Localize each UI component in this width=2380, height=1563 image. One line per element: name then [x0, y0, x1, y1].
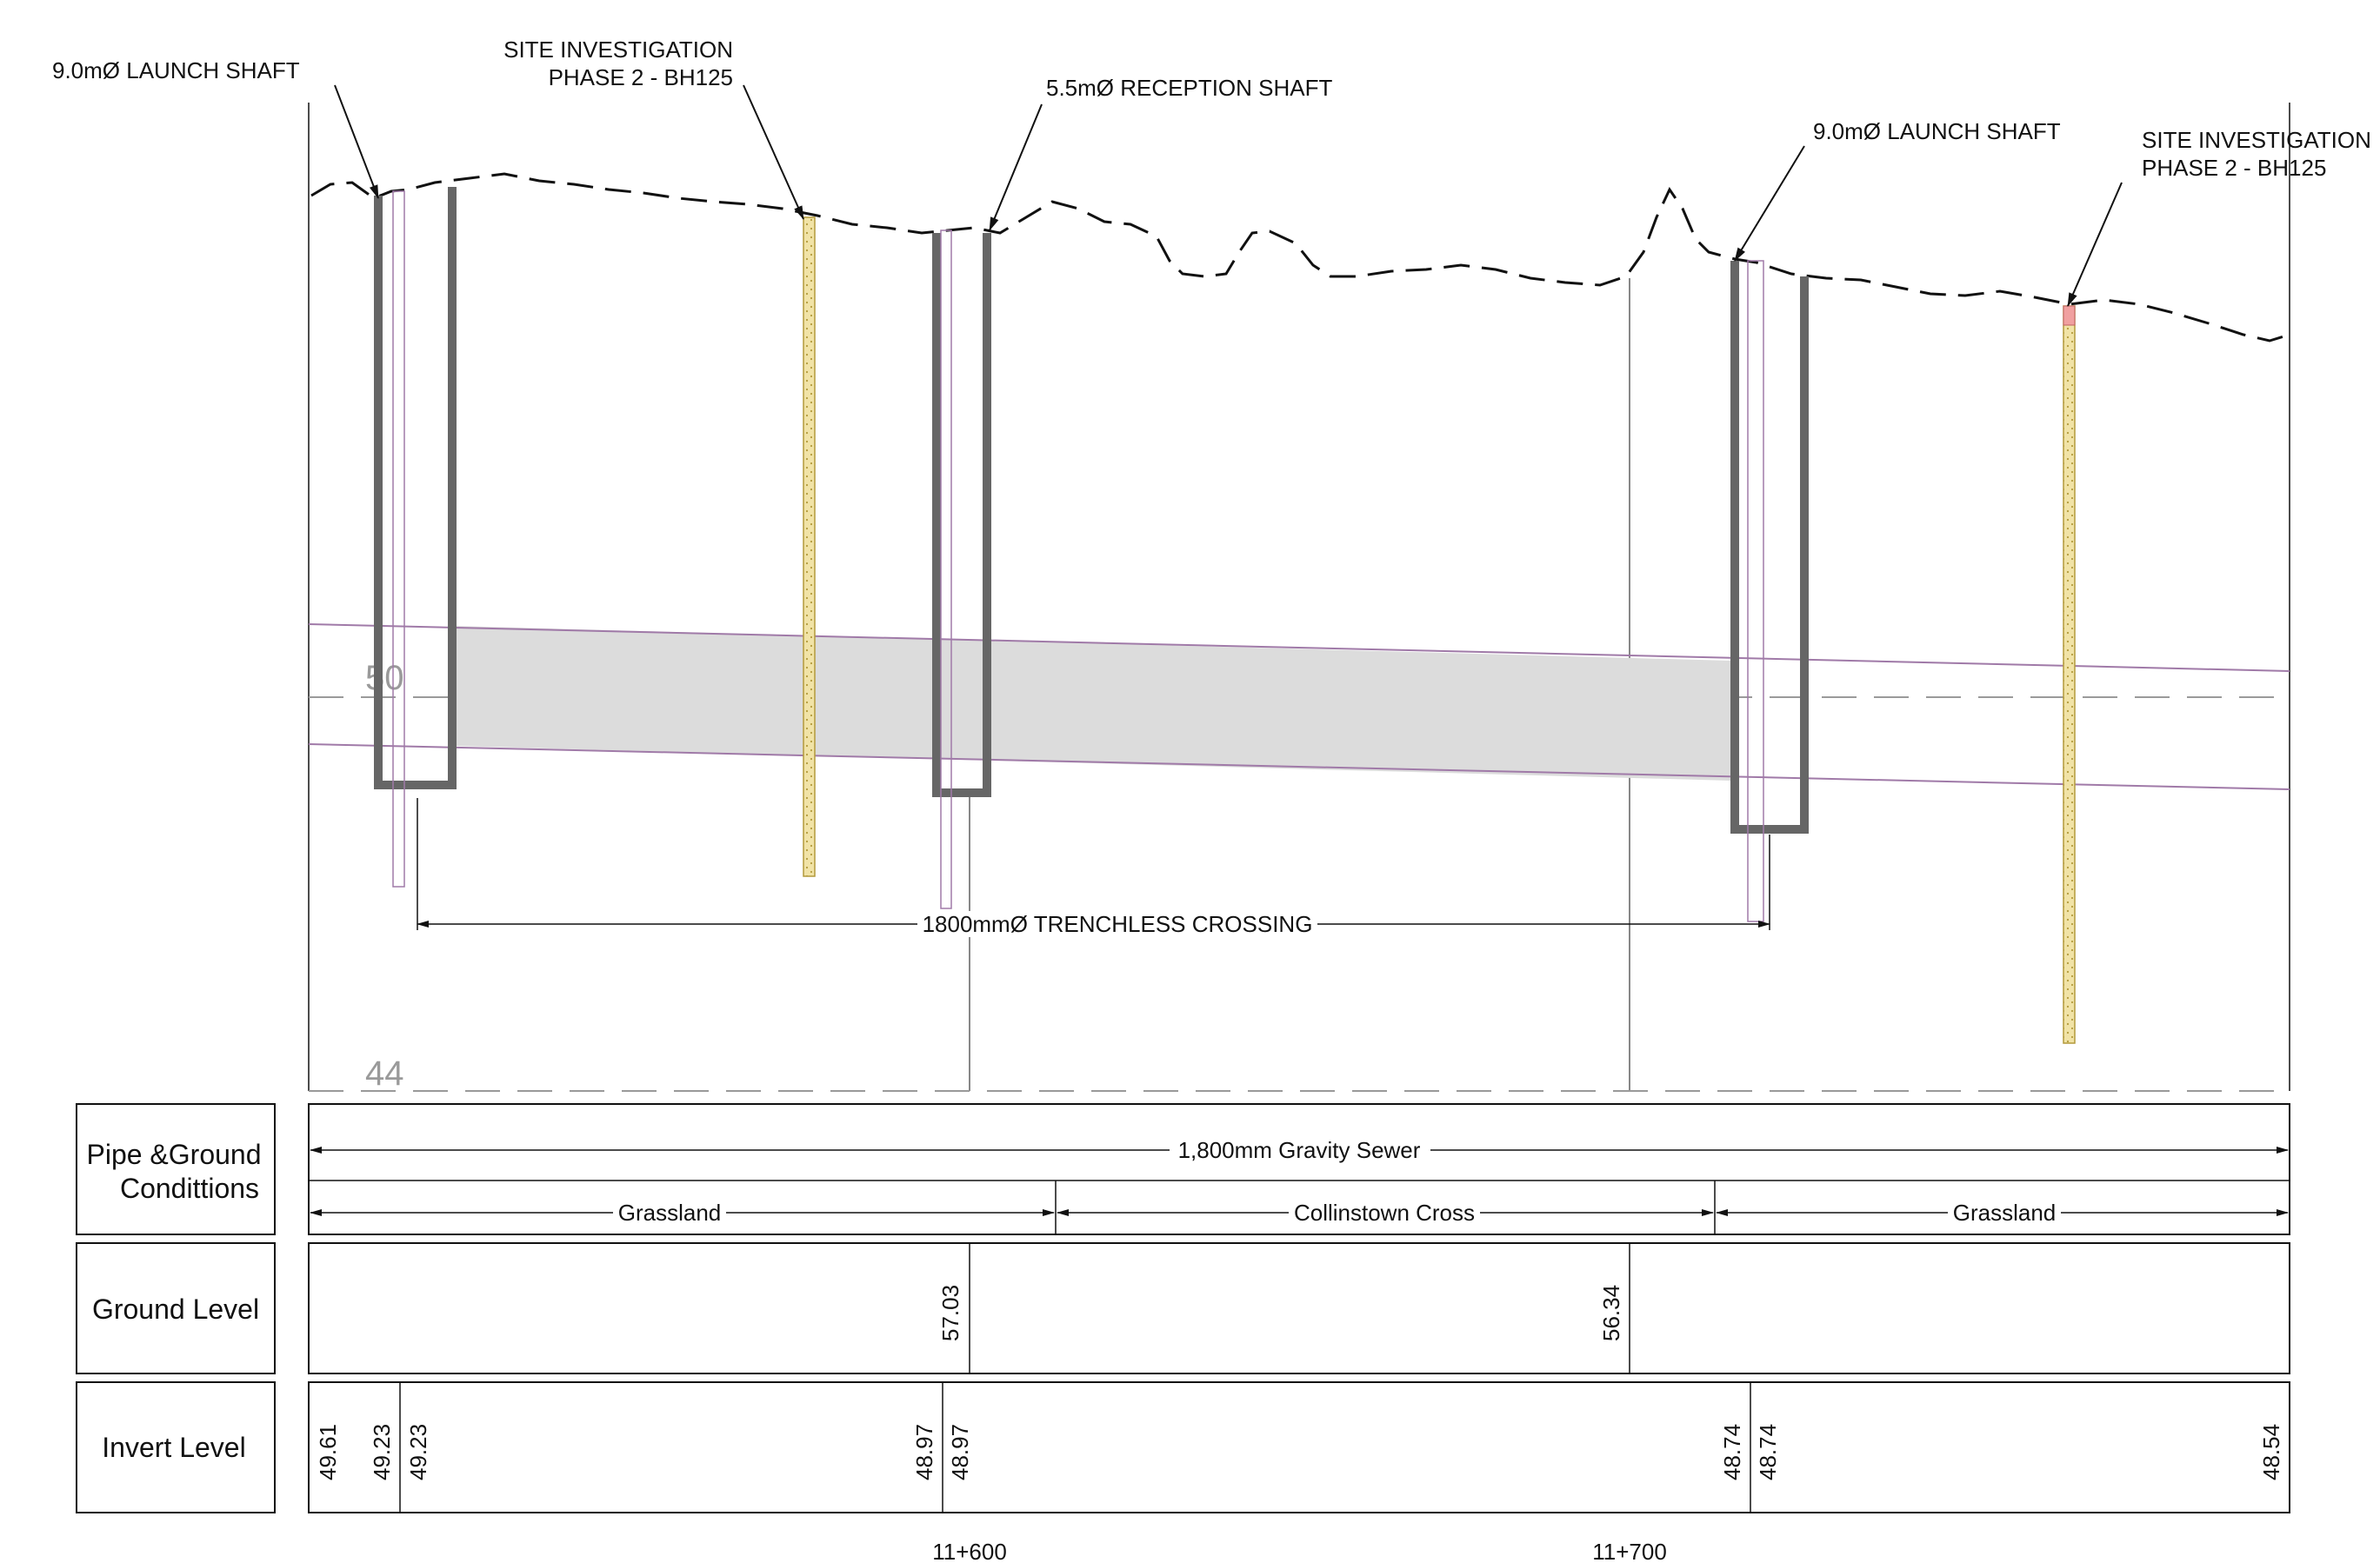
launch-shaft-1: [374, 187, 457, 888]
chainage-11700: 11+700: [1592, 1539, 1667, 1563]
borehole-1: [803, 216, 816, 877]
segment-3-label: Grassland: [1953, 1200, 2057, 1226]
label-launch-shaft-1: 9.0mØ LAUNCH SHAFT: [52, 57, 300, 83]
ground-level-11700: 56.34: [1598, 1285, 1624, 1341]
pipe-row-box: [308, 1103, 2290, 1235]
label-trenchless-crossing: 1800mmØ TRENCHLESS CROSSING: [923, 911, 1313, 937]
invert-row-box: [308, 1381, 2290, 1513]
invert-level-6: 48.74: [1719, 1424, 1745, 1480]
leader-si-1: [743, 84, 804, 220]
pipe-top-edge: [308, 623, 2290, 672]
pipe-span-label: 1,800mm Gravity Sewer: [1178, 1137, 1421, 1163]
row-label-pipe-1: Pipe &Ground: [86, 1139, 261, 1170]
invert-level-2: 49.23: [369, 1424, 395, 1480]
row-label-pipe-2: Condittions: [120, 1173, 259, 1204]
row-label-ground-box: [76, 1242, 276, 1374]
ground-level-11600: 57.03: [937, 1285, 963, 1341]
segment-1-label: Grassland: [618, 1200, 722, 1226]
label-reception-shaft: 5.5mØ RECEPTION SHAFT: [1046, 75, 1332, 101]
leader-si-2: [2067, 182, 2123, 307]
row-label-invert-box: [76, 1381, 276, 1513]
datum-50-label: 50: [365, 659, 404, 697]
label-si-1-line2: PHASE 2 - BH125: [549, 64, 733, 90]
label-si-2-line2: PHASE 2 - BH125: [2142, 155, 2326, 181]
label-launch-shaft-2: 9.0mØ LAUNCH SHAFT: [1813, 118, 2061, 144]
launch-shaft-2: [1730, 260, 1809, 922]
ground-profile: [310, 172, 2290, 343]
invert-level-4: 48.97: [911, 1424, 937, 1480]
invert-level-5: 48.97: [947, 1424, 973, 1480]
row-label-invert: Invert Level: [102, 1432, 245, 1463]
datum-44-label: 44: [365, 1054, 404, 1093]
leader-launch-shaft-2: [1734, 145, 1805, 262]
pipe-bottom-edge: [308, 743, 2290, 790]
row-label-ground: Ground Level: [92, 1294, 259, 1325]
label-si-1-line1: SITE INVESTIGATION: [503, 37, 733, 63]
reception-shaft: [932, 229, 991, 909]
chainage-11600: 11+600: [932, 1539, 1007, 1563]
leader-reception-shaft: [989, 103, 1043, 231]
ground-row-box: [308, 1242, 2290, 1374]
invert-level-8: 48.54: [2258, 1424, 2284, 1480]
pipe-band: [452, 626, 1730, 781]
segment-2-label: Collinstown Cross: [1294, 1200, 1475, 1226]
invert-level-7: 48.74: [1755, 1424, 1781, 1480]
leader-launch-shaft-1: [334, 84, 379, 199]
label-si-2-line1: SITE INVESTIGATION: [2142, 127, 2371, 153]
row-label-pipe-box: [76, 1103, 276, 1235]
invert-level-1: 49.61: [315, 1424, 341, 1480]
invert-level-3: 49.23: [405, 1424, 431, 1480]
borehole-2: [2063, 305, 2076, 1044]
